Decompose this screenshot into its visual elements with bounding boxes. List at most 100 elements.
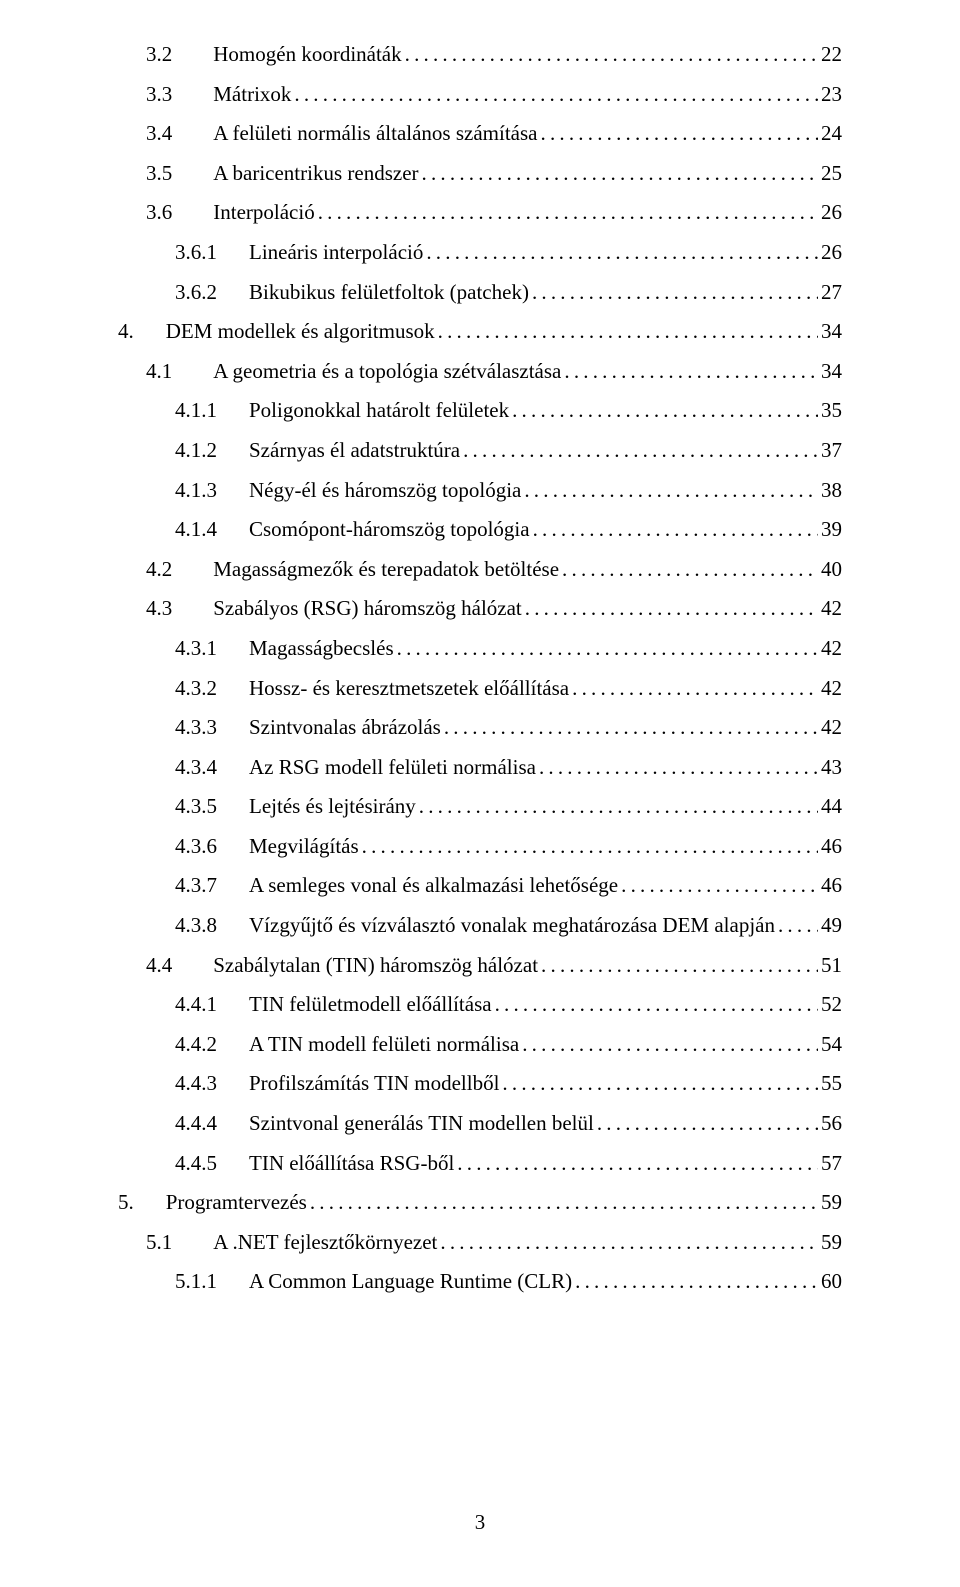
toc-entry-number: 3.3 xyxy=(146,84,172,105)
toc-entry-page: 26 xyxy=(821,202,842,223)
toc-leader-dots xyxy=(495,994,818,1015)
toc-leader-dots xyxy=(541,123,819,144)
toc-entry-title: Poligonokkal határolt felületek xyxy=(249,400,509,421)
toc-entry-title: A geometria és a topológia szétválasztás… xyxy=(213,361,561,382)
toc-entry-number: 4.3.1 xyxy=(175,638,217,659)
toc-entry-page: 40 xyxy=(821,559,842,580)
toc-entry: 4.3.5Lejtés és lejtésirány44 xyxy=(118,796,842,817)
toc-entry-number: 4.3.5 xyxy=(175,796,217,817)
toc-entry: 4.3.7A semleges vonal és alkalmazási leh… xyxy=(118,875,842,896)
toc-entry-page: 42 xyxy=(821,678,842,699)
toc-leader-dots xyxy=(525,598,818,619)
toc-entry-title: TIN felületmodell előállítása xyxy=(249,994,492,1015)
toc-entry: 4.3Szabályos (RSG) háromszög hálózat42 xyxy=(118,598,842,619)
toc-entry-title: Interpoláció xyxy=(213,202,314,223)
toc-entry-title: A baricentrikus rendszer xyxy=(213,163,418,184)
toc-entry-title: Szárnyas él adatstruktúra xyxy=(249,440,460,461)
toc-entry-number: 3.2 xyxy=(146,44,172,65)
toc-entry-number: 4.4.2 xyxy=(175,1034,217,1055)
toc-entry-title: Szabálytalan (TIN) háromszög hálózat xyxy=(213,955,538,976)
toc-entry-number: 4. xyxy=(118,321,134,342)
toc-entry: 4.4.5TIN előállítása RSG-ből57 xyxy=(118,1153,842,1174)
toc-entry-page: 42 xyxy=(821,638,842,659)
toc-leader-dots xyxy=(597,1113,818,1134)
toc-entry-page: 42 xyxy=(821,717,842,738)
toc-leader-dots xyxy=(405,44,818,65)
toc-entry-title: A semleges vonal és alkalmazási lehetősé… xyxy=(249,875,618,896)
toc-entry-title: Szintvonalas ábrázolás xyxy=(249,717,441,738)
toc-entry-page: 60 xyxy=(821,1271,842,1292)
toc-entry-number: 4.3.3 xyxy=(175,717,217,738)
toc-entry-title: Hossz- és keresztmetszetek előállítása xyxy=(249,678,569,699)
table-of-contents: 3.2Homogén koordináták223.3Mátrixok233.4… xyxy=(118,44,842,1292)
toc-entry-page: 37 xyxy=(821,440,842,461)
toc-entry-page: 26 xyxy=(821,242,842,263)
toc-leader-dots xyxy=(438,321,818,342)
toc-entry: 3.6.2Bikubikus felületfoltok (patchek)27 xyxy=(118,282,842,303)
toc-entry-number: 4.3.2 xyxy=(175,678,217,699)
toc-leader-dots xyxy=(522,1034,818,1055)
toc-entry-title: A .NET fejlesztőkörnyezet xyxy=(213,1232,437,1253)
toc-leader-dots xyxy=(541,955,818,976)
toc-entry: 4.3.3 Szintvonalas ábrázolás 42 xyxy=(118,717,842,738)
toc-entry-number: 4.1.1 xyxy=(175,400,217,421)
toc-entry-page: 59 xyxy=(821,1192,842,1213)
toc-leader-dots xyxy=(294,84,818,105)
toc-entry-page: 56 xyxy=(821,1113,842,1134)
toc-entry-title: A Common Language Runtime (CLR) xyxy=(249,1271,572,1292)
toc-leader-dots xyxy=(524,480,818,501)
toc-entry: 4.1.3Négy-él és háromszög topológia38 xyxy=(118,480,842,501)
toc-entry-page: 38 xyxy=(821,480,842,501)
toc-leader-dots xyxy=(426,242,818,263)
toc-entry-number: 5.1.1 xyxy=(175,1271,217,1292)
toc-entry-title: Lineáris interpoláció xyxy=(249,242,423,263)
toc-entry-number: 4.1.4 xyxy=(175,519,217,540)
toc-entry-page: 49 xyxy=(821,915,842,936)
toc-entry-page: 34 xyxy=(821,321,842,342)
toc-entry-title: DEM modellek és algoritmusok xyxy=(166,321,435,342)
toc-entry: 4.3.4Az RSG modell felületi normálisa43 xyxy=(118,757,842,778)
toc-entry-title: Magasságmezők és terepadatok betöltése xyxy=(213,559,559,580)
toc-leader-dots xyxy=(463,440,818,461)
toc-leader-dots xyxy=(318,202,818,223)
toc-leader-dots xyxy=(621,875,818,896)
toc-entry-number: 4.4 xyxy=(146,955,172,976)
toc-entry-number: 4.4.3 xyxy=(175,1073,217,1094)
toc-entry-title: Profilszámítás TIN modellből xyxy=(249,1073,499,1094)
toc-entry-page: 57 xyxy=(821,1153,842,1174)
toc-entry: 5.1A .NET fejlesztőkörnyezet59 xyxy=(118,1232,842,1253)
toc-entry: 4.3.8Vízgyűjtő és vízválasztó vonalak me… xyxy=(118,915,842,936)
toc-entry-number: 3.6.2 xyxy=(175,282,217,303)
toc-entry: 3.4A felületi normális általános számítá… xyxy=(118,123,842,144)
toc-leader-dots xyxy=(419,796,818,817)
toc-entry: 4.3.2 Hossz- és keresztmetszetek előállít… xyxy=(118,678,842,699)
toc-entry-number: 3.6 xyxy=(146,202,172,223)
page-number: 3 xyxy=(0,1512,960,1533)
toc-entry-page: 42 xyxy=(821,598,842,619)
toc-entry-title: Programtervezés xyxy=(166,1192,307,1213)
toc-entry-title: Csomópont-háromszög topológia xyxy=(249,519,530,540)
toc-entry: 4.4.1TIN felületmodell előállítása52 xyxy=(118,994,842,1015)
toc-entry: 4.1A geometria és a topológia szétválasz… xyxy=(118,361,842,382)
toc-entry: 3.6 Interpoláció 26 xyxy=(118,202,842,223)
toc-entry-title: Vízgyűjtő és vízválasztó vonalak meghatá… xyxy=(249,915,775,936)
toc-leader-dots xyxy=(397,638,818,659)
toc-leader-dots xyxy=(444,717,818,738)
toc-leader-dots xyxy=(533,519,818,540)
toc-entry-title: Az RSG modell felületi normálisa xyxy=(249,757,536,778)
toc-leader-dots xyxy=(562,559,818,580)
toc-entry: 4.4Szabálytalan (TIN) háromszög hálózat5… xyxy=(118,955,842,976)
toc-leader-dots xyxy=(512,400,818,421)
toc-entry-page: 22 xyxy=(821,44,842,65)
toc-entry-number: 4.3.6 xyxy=(175,836,217,857)
toc-entry: 4.2Magasságmezők és terepadatok betöltés… xyxy=(118,559,842,580)
toc-entry-number: 5.1 xyxy=(146,1232,172,1253)
toc-leader-dots xyxy=(440,1232,818,1253)
toc-entry: 3.3Mátrixok23 xyxy=(118,84,842,105)
toc-entry-title: Négy-él és háromszög topológia xyxy=(249,480,521,501)
toc-entry: 3.5A baricentrikus rendszer25 xyxy=(118,163,842,184)
toc-leader-dots xyxy=(564,361,818,382)
toc-entry-number: 4.1.2 xyxy=(175,440,217,461)
toc-leader-dots xyxy=(310,1192,818,1213)
toc-entry: 5.Programtervezés59 xyxy=(118,1192,842,1213)
